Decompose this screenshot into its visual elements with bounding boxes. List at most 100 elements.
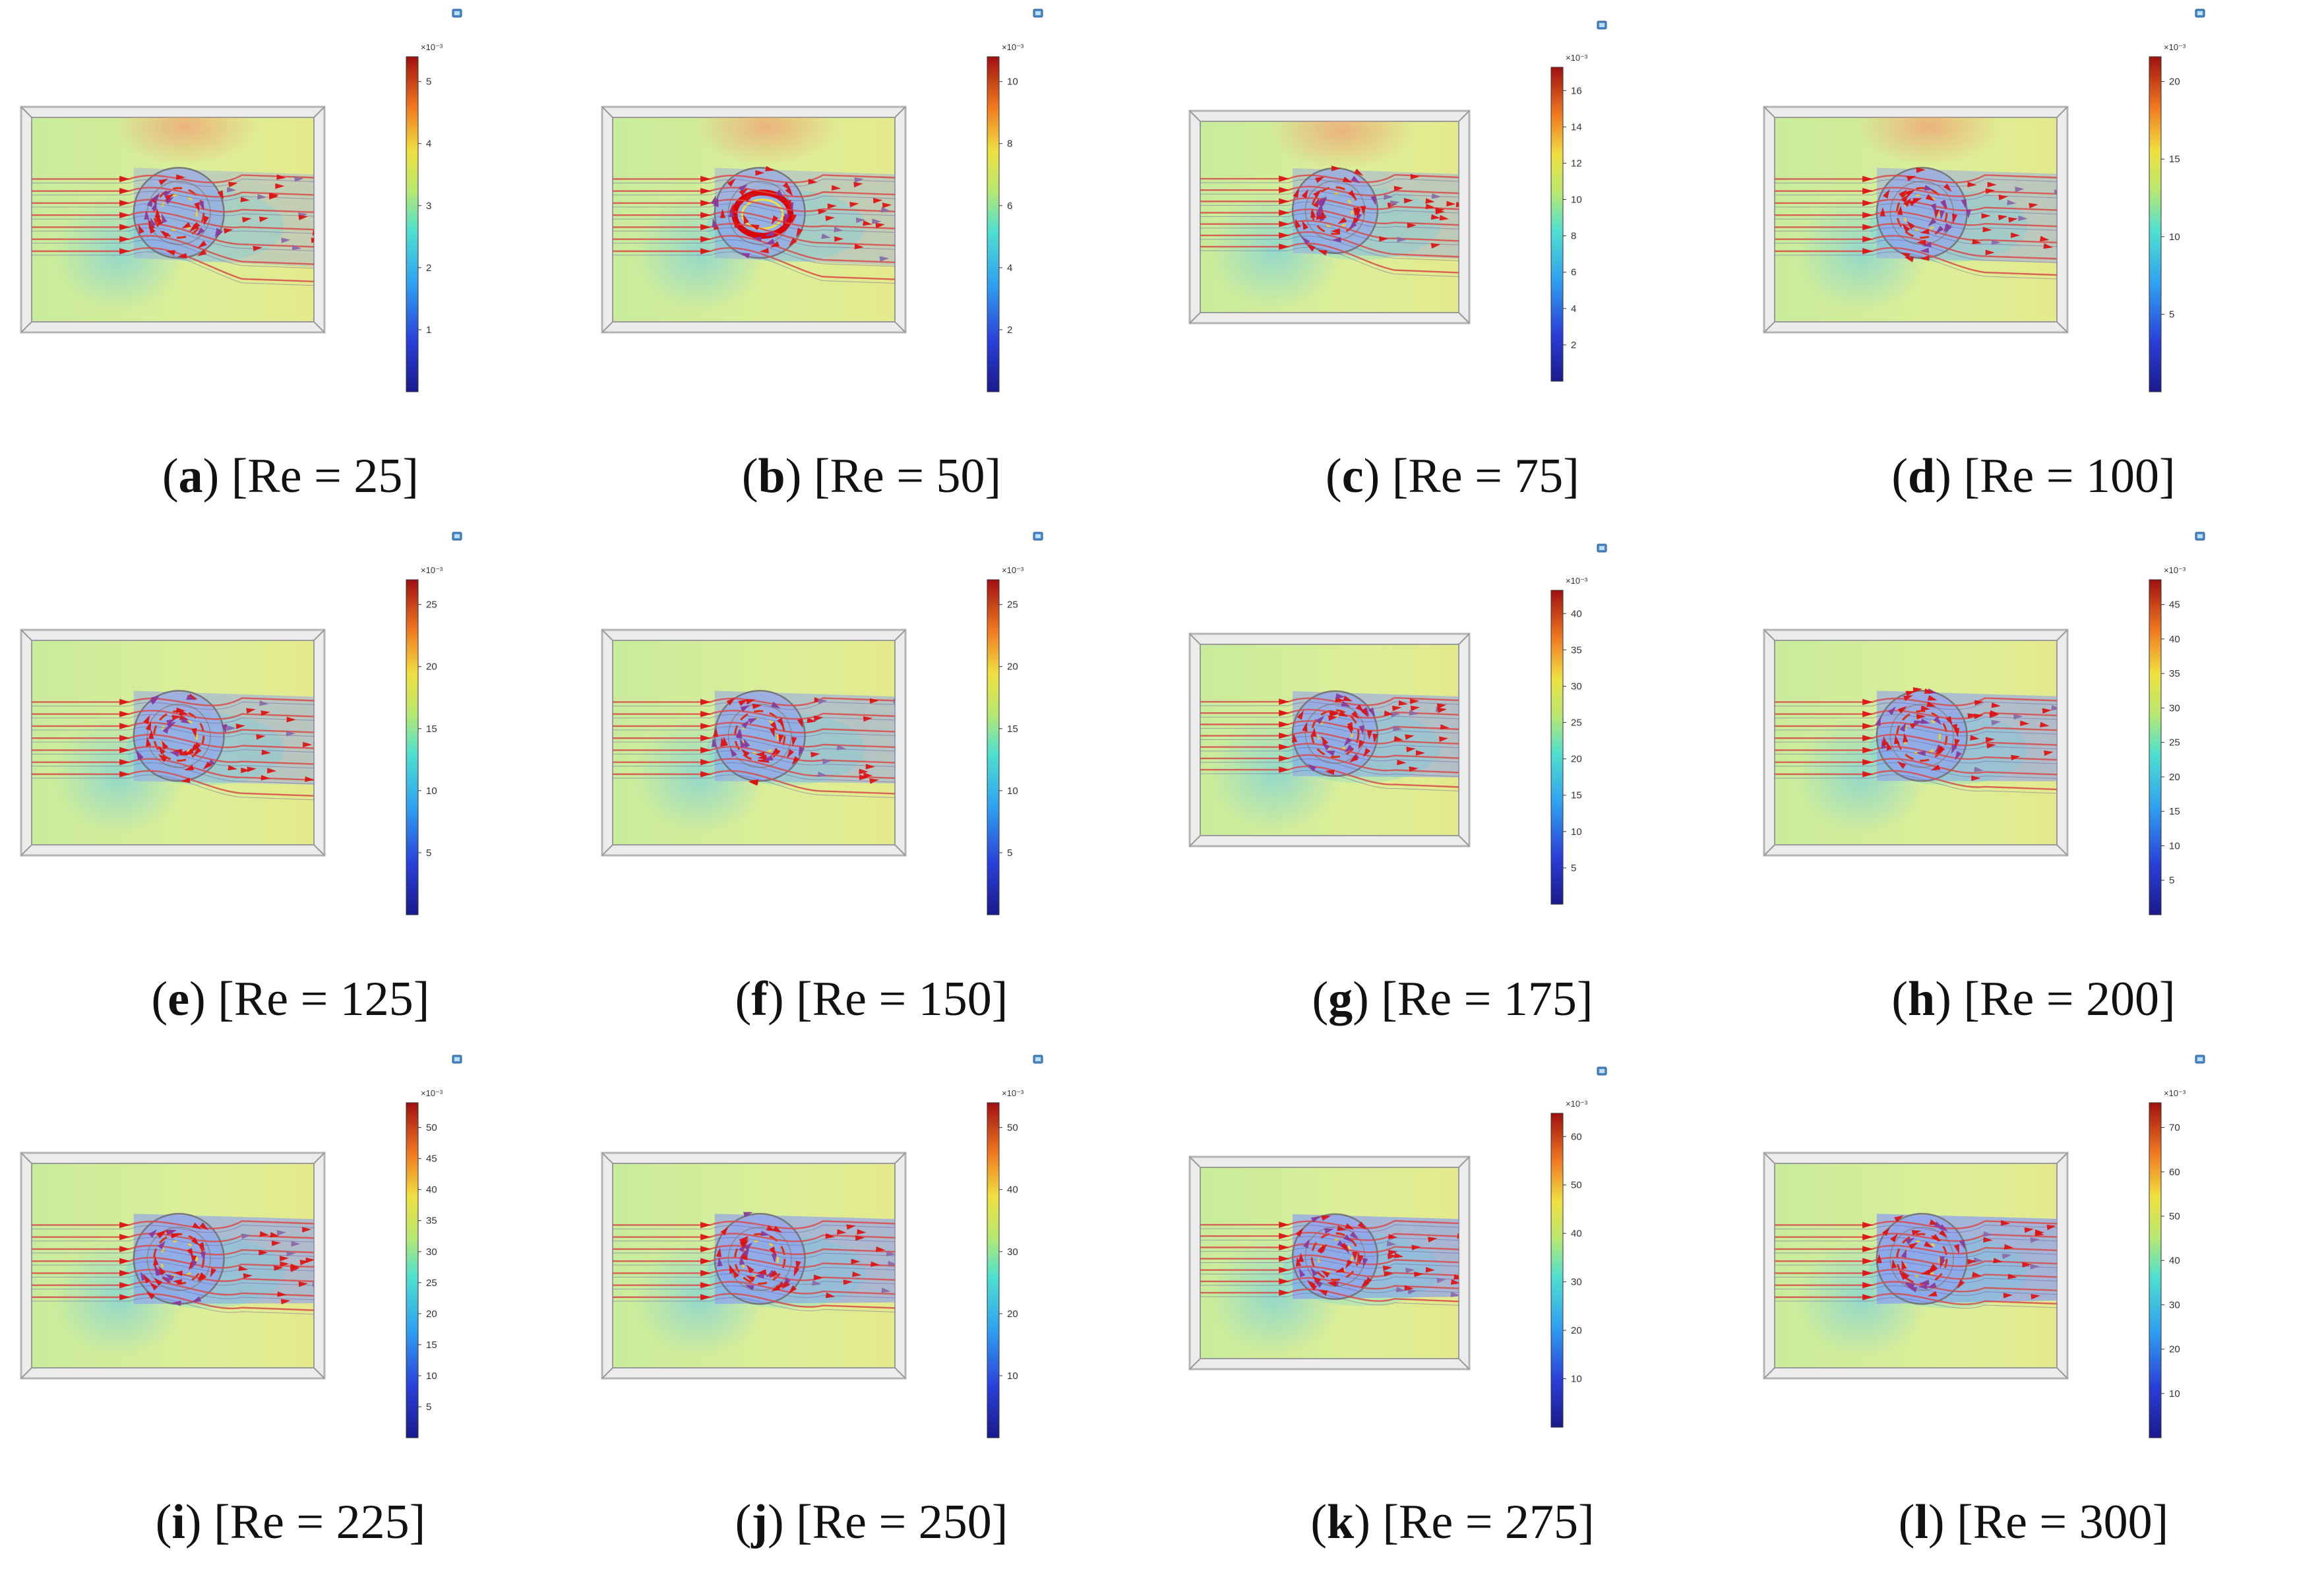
colorbar-tick-label: 40: [426, 1184, 437, 1196]
colorbar-tick-label: 10: [1007, 785, 1018, 797]
panel-caption: (g) [Re = 175]: [1312, 972, 1593, 1026]
colorbar-tick-label: 5: [2169, 875, 2174, 886]
panel-letter: i: [171, 1495, 185, 1549]
colorbar-tick-label: 20: [1007, 661, 1018, 673]
panel-caption: (a) [Re = 25]: [162, 449, 419, 503]
colorbar-tick-label: 50: [1571, 1180, 1582, 1191]
panel-b: ×10⁻³ 2 4 6 8 10 (b) [Re = 50]: [581, 0, 1162, 523]
colorbar-tick-label: 20: [426, 661, 437, 673]
colorbar-tick-label: 6: [1571, 267, 1576, 278]
flow-visualization: ×10⁻³ 10 20 30 40 50 60: [1188, 1066, 1607, 1428]
colorbar-tick-label: 25: [426, 600, 437, 611]
colorbar-tick-label: 8: [1571, 231, 1576, 242]
colorbar-tick-label: 10: [1571, 826, 1582, 838]
flow-visualization: ×10⁻³ 2 4 6 8 10: [601, 9, 1043, 392]
panel-letter: a: [178, 449, 203, 503]
colorbar-tick-label: 50: [426, 1123, 437, 1134]
colorbar-tick-label: 10: [2169, 231, 2180, 243]
colorbar-tick-label: 10: [426, 785, 437, 797]
reynolds-label: [Re = 175]: [1381, 972, 1593, 1026]
panel-letter: h: [1908, 972, 1936, 1026]
panel-letter: e: [168, 972, 190, 1026]
colorbar-multiplier: ×10⁻³: [1002, 42, 1024, 52]
colorbar-tick-label: 35: [426, 1215, 437, 1227]
colorbar-tick-label: 10: [1571, 1374, 1582, 1385]
colorbar-tick-label: 3: [426, 200, 431, 212]
reynolds-label: [Re = 250]: [796, 1495, 1008, 1549]
reynolds-label: [Re = 25]: [231, 449, 419, 503]
flow-visualization: ×10⁻³ 5 10 15 20 25: [601, 532, 1043, 915]
colorbar-tick-label: 40: [2169, 1255, 2180, 1266]
flow-visualization: ×10⁻³ 5 10 15 20: [1763, 9, 2205, 392]
panel-caption: (i) [Re = 225]: [155, 1495, 426, 1549]
camera-toolbar-icon: [1597, 1066, 1607, 1076]
panel-caption: (h) [Re = 200]: [1891, 972, 2176, 1026]
camera-toolbar-icon: [452, 1055, 462, 1064]
colorbar-tick-label: 60: [2169, 1167, 2180, 1178]
colorbar: ×10⁻³ 5 10 15 20 25 30 35 40 45 50: [406, 1088, 443, 1438]
panel-d: ×10⁻³ 5 10 15 20 (d) [Re = 100]: [1743, 0, 2324, 523]
colorbar-multiplier: ×10⁻³: [2164, 1088, 2186, 1098]
colorbar-multiplier: ×10⁻³: [1566, 53, 1588, 63]
colorbar-tick-label: 35: [1571, 644, 1582, 656]
panel-caption: (e) [Re = 125]: [151, 972, 430, 1026]
reynolds-label: [Re = 200]: [1963, 972, 2176, 1026]
colorbar: ×10⁻³ 5 10 15 20 25: [987, 565, 1024, 915]
colorbar-tick-label: 45: [426, 1154, 437, 1165]
panel-j: ×10⁻³ 10 20 30 40 50 (j) [Re = 250]: [581, 1046, 1162, 1569]
colorbar-tick-label: 20: [1571, 1325, 1582, 1336]
colorbar-tick-label: 50: [2169, 1211, 2180, 1222]
camera-toolbar-icon: [1033, 532, 1043, 541]
panel-a: ×10⁻³ 1 2 3 4 5 (a) [Re = 25]: [0, 0, 581, 523]
flow-visualization: ×10⁻³ 5 10 15 20 25 30 35 40 45: [1763, 532, 2205, 915]
colorbar: ×10⁻³ 2 4 6 8 10 12 14 16: [1550, 53, 1588, 382]
panel-caption: (f) [Re = 150]: [735, 972, 1008, 1026]
colorbar-multiplier: ×10⁻³: [2164, 565, 2186, 575]
reynolds-label: [Re = 275]: [1382, 1495, 1595, 1549]
colorbar-tick-label: 10: [1571, 195, 1582, 206]
camera-toolbar-icon: [452, 532, 462, 541]
colorbar-tick-label: 40: [1007, 1184, 1018, 1196]
panel-letter: b: [758, 449, 785, 503]
colorbar-multiplier: ×10⁻³: [2164, 42, 2186, 52]
colorbar-tick-label: 20: [1571, 754, 1582, 765]
panel-c: ×10⁻³ 2 4 6 8 10 12 14 16 (c) [Re = 75]: [1162, 0, 1743, 523]
colorbar: ×10⁻³ 10 20 30 40 50 60 70: [2149, 1088, 2186, 1438]
panel-letter: c: [1341, 449, 1364, 503]
flow-visualization: ×10⁻³ 2 4 6 8 10 12 14 16: [1188, 20, 1607, 382]
flow-visualization: ×10⁻³ 10 20 30 40 50: [601, 1055, 1043, 1438]
colorbar-tick-label: 30: [2169, 702, 2180, 714]
panel-letter: l: [1914, 1495, 1928, 1549]
colorbar-tick-label: 30: [1571, 681, 1582, 692]
colorbar-tick-label: 20: [426, 1308, 437, 1320]
panel-letter: g: [1328, 972, 1353, 1026]
panel-caption: (j) [Re = 250]: [735, 1495, 1008, 1549]
colorbar-tick-label: 10: [1007, 77, 1018, 88]
panel-k: ×10⁻³ 10 20 30 40 50 60 (k) [Re = 275]: [1162, 1046, 1743, 1569]
colorbar-tick-label: 25: [1571, 718, 1582, 729]
colorbar-tick-label: 10: [2169, 840, 2180, 851]
panel-caption: (d) [Re = 100]: [1891, 449, 2176, 503]
reynolds-label: [Re = 225]: [214, 1495, 426, 1549]
panel-letter: f: [751, 972, 768, 1026]
colorbar-multiplier: ×10⁻³: [1566, 576, 1588, 586]
colorbar-multiplier: ×10⁻³: [1566, 1099, 1588, 1109]
colorbar-multiplier: ×10⁻³: [421, 1088, 443, 1098]
reynolds-label: [Re = 300]: [1957, 1495, 2169, 1549]
colorbar: ×10⁻³ 5 10 15 20 25 30 35 40: [1550, 576, 1588, 905]
colorbar-tick-label: 5: [426, 77, 431, 88]
camera-toolbar-icon: [1597, 20, 1607, 30]
flow-visualization: ×10⁻³ 1 2 3 4 5: [20, 9, 462, 392]
reynolds-label: [Re = 125]: [218, 972, 430, 1026]
colorbar-multiplier: ×10⁻³: [421, 565, 443, 575]
reynolds-label: [Re = 100]: [1963, 449, 2176, 503]
flow-visualization: ×10⁻³ 10 20 30 40 50 60 70: [1763, 1055, 2205, 1438]
flow-visualization: ×10⁻³ 5 10 15 20 25: [20, 532, 462, 915]
colorbar-tick-label: 30: [1571, 1277, 1582, 1288]
colorbar-tick-label: 20: [1007, 1308, 1018, 1320]
panel-f: ×10⁻³ 5 10 15 20 25 (f) [Re = 150]: [581, 523, 1162, 1046]
colorbar-tick-label: 2: [1007, 324, 1012, 336]
colorbar-tick-label: 40: [1571, 1228, 1582, 1239]
colorbar-tick-label: 5: [2169, 309, 2174, 320]
colorbar-tick-label: 20: [2169, 1344, 2180, 1355]
